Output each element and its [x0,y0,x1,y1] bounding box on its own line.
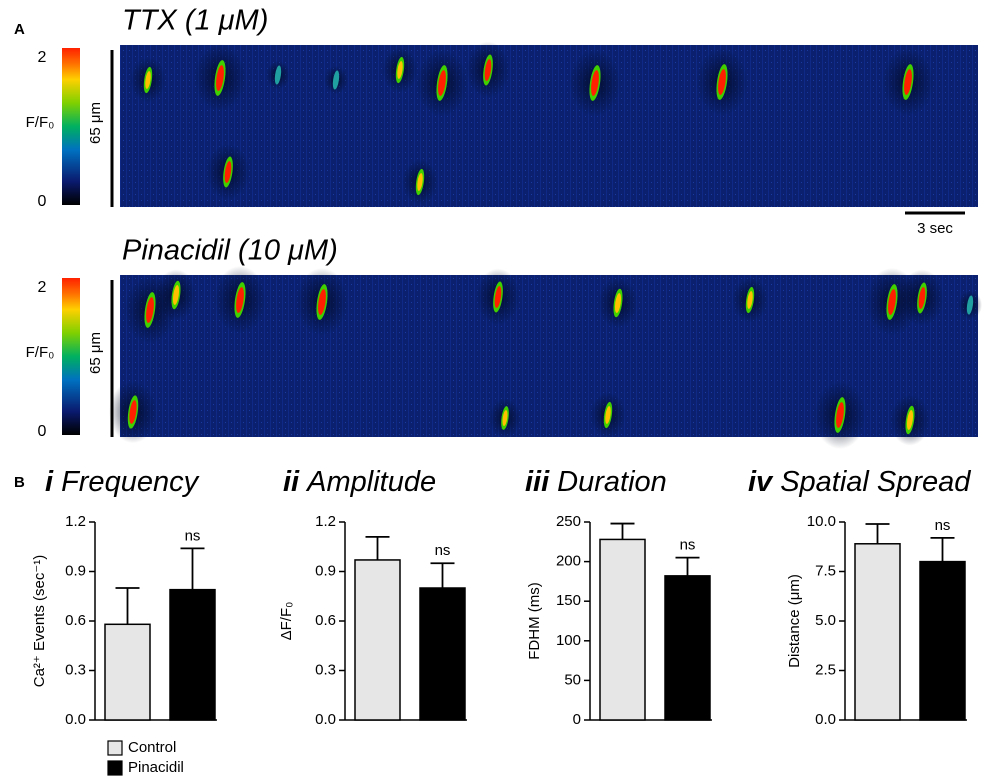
spark [332,70,340,90]
y-tick-label: 7.5 [815,562,836,579]
spark-core [484,59,492,81]
y-tick-label: 10.0 [807,513,836,530]
y-tick-label: 0.9 [65,562,86,579]
colorbar-tick-label: 2 [38,279,47,296]
colorbar-tick-label: 0 [38,423,47,440]
spark-core [591,70,599,96]
title-text: Duration [557,466,667,498]
spark-core [318,289,326,315]
linescan-image [120,45,978,207]
y-tick-label: 5.0 [815,612,836,629]
y-tick-label: 250 [556,513,581,530]
legend-swatch [107,760,123,776]
scale-label: 65 μm [87,102,104,144]
spark-core [836,402,844,428]
spark-core [438,70,446,96]
colorbar [62,278,80,435]
chart-title: ii Amplitude [283,466,436,498]
legend-label: Control [128,739,176,756]
legend-swatch [107,740,123,756]
bar [354,559,401,721]
spark [274,65,282,85]
bar [599,538,646,721]
spark-core [224,161,232,183]
significance-label: ns [185,527,201,544]
y-tick-label: 1.2 [65,513,86,530]
y-tick-label: 50 [564,671,581,688]
title-numeral: iv [748,466,774,498]
y-tick-label: 1.2 [315,513,336,530]
y-axis-label: Ca²⁺ Events (sec⁻¹) [31,555,48,688]
bar [664,575,711,721]
colorbar-tick-label: 2 [38,49,47,66]
colorbar-label: F/F₀ [26,344,55,361]
spark-core [145,71,151,89]
chart-title: iii Duration [525,466,667,498]
panel-label: B [14,474,25,491]
y-axis-label: FDHM (ms) [526,582,543,659]
spark [966,295,974,315]
significance-label: ns [680,537,696,554]
title-text: Amplitude [305,466,436,498]
title-numeral: iii [525,466,550,498]
bar [104,623,151,721]
bar [919,560,966,721]
y-axis-label: ΔF/F₀ [278,602,295,641]
colorbar [62,48,80,205]
bar [854,543,901,721]
y-tick-label: 0.0 [815,711,836,728]
spark-core [904,69,912,95]
spark-core [918,287,926,309]
spark-core [605,406,611,424]
spark-core [888,289,896,315]
spark-core [718,69,726,95]
y-tick-label: 0.6 [315,612,336,629]
title-text: Spatial Spread [780,466,971,498]
bar [169,588,216,721]
spark-core [397,61,403,79]
y-tick-label: 0.0 [65,711,86,728]
significance-label: ns [435,542,451,559]
panel-title: TTX (1 μM) [122,5,268,37]
title-numeral: ii [283,466,300,498]
spark-core [906,410,914,430]
spark-core [417,173,423,191]
title-text: Frequency [61,466,200,498]
spark-core [216,65,224,91]
y-tick-label: 0.6 [65,612,86,629]
y-tick-label: 0.3 [315,661,336,678]
y-tick-label: 200 [556,553,581,570]
spark-core [236,287,244,313]
y-axis-label: Distance (μm) [786,574,803,668]
colorbar-tick-label: 0 [38,193,47,210]
panel-label: A [14,21,25,38]
bar [419,587,466,721]
chart-title: iv Spatial Spread [748,466,971,498]
y-tick-label: 0.9 [315,562,336,579]
spark-core [172,285,180,305]
scale-label: 65 μm [87,332,104,374]
y-tick-label: 150 [556,592,581,609]
spark-core [502,410,508,426]
panel-title: Pinacidil (10 μM) [122,235,338,267]
y-tick-label: 0.0 [315,711,336,728]
colorbar-label: F/F₀ [26,114,55,131]
spark-core [146,297,154,323]
y-tick-label: 100 [556,632,581,649]
chart-title: i Frequency [45,466,200,498]
spark-core [129,400,137,424]
title-numeral: i [45,466,54,498]
spark-core [614,293,622,313]
y-tick-label: 2.5 [815,661,836,678]
time-scale-label: 3 sec [917,220,953,237]
y-tick-label: 0 [573,711,581,728]
spark-core [494,286,502,308]
legend-label: Pinacidil [128,759,184,776]
significance-label: ns [935,517,951,534]
y-tick-label: 0.3 [65,661,86,678]
spark-core [747,291,753,309]
